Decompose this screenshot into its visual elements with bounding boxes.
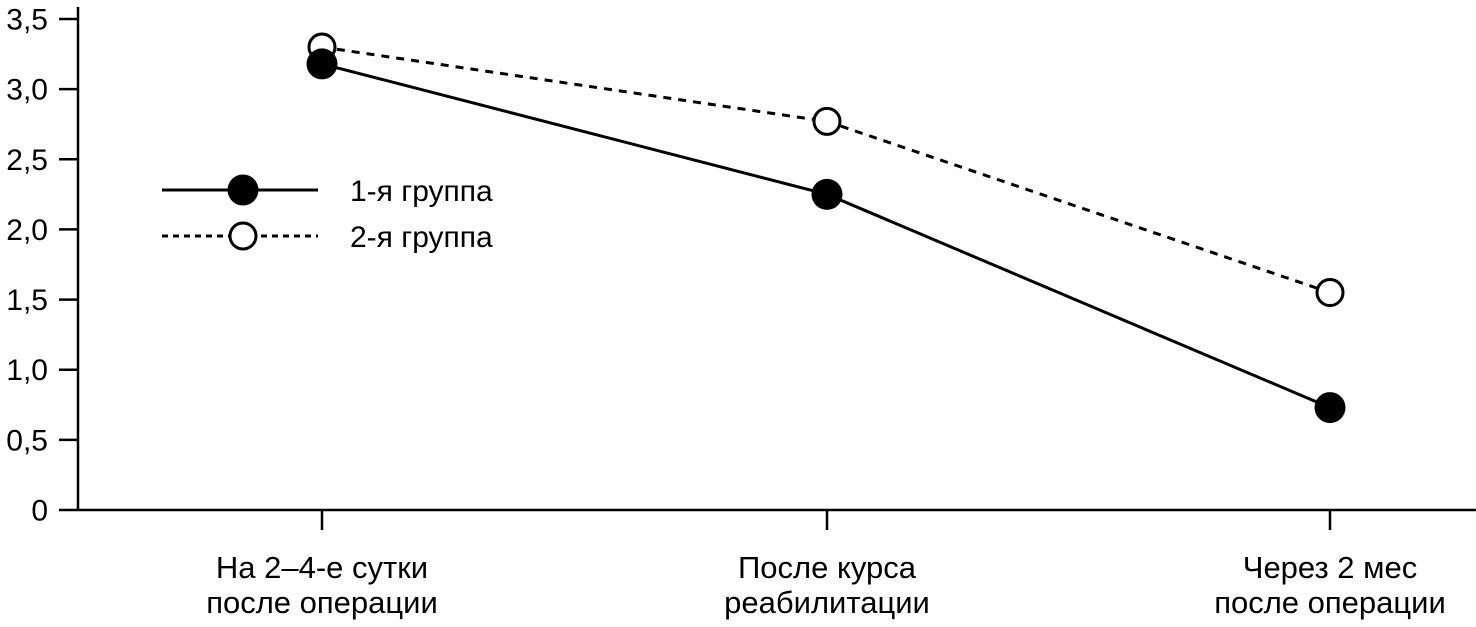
y-axis-tick-label: 3,0 [6, 74, 48, 107]
y-axis-tick-label: 1,0 [6, 354, 48, 387]
y-axis-tick-label: 0 [31, 495, 48, 528]
legend-label: 2-я группа [350, 221, 493, 254]
filled-circle-marker [811, 178, 843, 210]
y-axis-tick-label: 1,5 [6, 284, 48, 317]
x-axis-category-label: Через 2 мес [1243, 550, 1417, 585]
y-axis-tick-label: 2,5 [6, 144, 48, 177]
x-axis-category-label: после операции [1214, 585, 1446, 620]
open-circle-marker [1315, 278, 1345, 308]
legend-label: 1-я группа [350, 175, 493, 208]
y-axis-tick-label: 2,0 [6, 214, 48, 247]
legend-item-2: 2-я группа [162, 221, 493, 254]
y-axis-tick-label: 3,5 [6, 4, 48, 37]
open-circle-marker [812, 106, 842, 136]
x-axis-category-label: После курса [738, 550, 917, 585]
legend-open-circle-marker [228, 221, 258, 251]
filled-circle-marker [1314, 392, 1346, 424]
x-axis-category-label: реабилитации [724, 585, 930, 620]
filled-circle-marker [306, 48, 338, 80]
x-axis-category-label: после операции [206, 585, 438, 620]
x-axis-category-label: На 2–4-е сутки [216, 550, 428, 585]
y-axis-tick-label: 0,5 [6, 424, 48, 457]
legend-item-1: 1-я группа [162, 174, 493, 208]
legend-filled-circle-marker [227, 174, 259, 206]
series-line-2 [321, 45, 1331, 294]
